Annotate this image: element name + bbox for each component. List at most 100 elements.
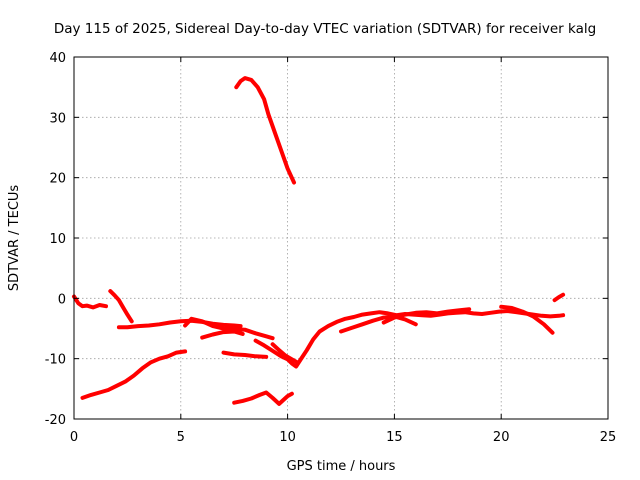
data-point (232, 401, 236, 405)
series-line-arc-5 (183, 316, 275, 341)
data-point (98, 303, 102, 307)
data-point (239, 324, 243, 328)
data-point (326, 324, 330, 328)
data-point (262, 97, 266, 101)
data-point (290, 392, 294, 396)
data-point (106, 388, 110, 392)
data-point (147, 323, 151, 328)
data-point (382, 320, 386, 325)
data-point (557, 314, 561, 318)
data-point (140, 366, 144, 370)
data-point (189, 317, 194, 321)
data-point (542, 322, 546, 326)
data-point (115, 384, 119, 388)
data-point (471, 311, 475, 315)
y-tick-label: -10 (45, 353, 66, 368)
x-tick-label: 15 (386, 430, 403, 445)
y-tick-label: 0 (58, 292, 66, 307)
data-point (168, 320, 172, 325)
data-point (294, 364, 298, 369)
data-point (360, 313, 364, 317)
data-point (521, 310, 525, 314)
data-point (273, 130, 277, 134)
series-layer (72, 76, 566, 406)
data-point (271, 336, 275, 340)
data-point (266, 112, 270, 116)
data-point (157, 322, 161, 326)
data-point (456, 308, 461, 312)
data-point (243, 328, 247, 332)
x-tick-label: 10 (279, 430, 296, 445)
data-point (232, 329, 236, 334)
data-point (243, 353, 247, 357)
data-point (277, 348, 281, 352)
data-point (488, 311, 493, 315)
data-point (241, 332, 245, 336)
data-point (117, 298, 121, 302)
data-point (264, 390, 268, 395)
data-point (360, 322, 364, 326)
data-point (318, 329, 322, 334)
data-point (499, 305, 503, 309)
data-point (292, 180, 296, 185)
data-point (166, 354, 170, 358)
data-point (258, 393, 262, 397)
data-point (123, 380, 127, 384)
data-point (429, 314, 433, 318)
data-point (221, 351, 226, 355)
data-point (89, 393, 93, 397)
x-tick-label: 25 (600, 430, 617, 445)
data-point (371, 319, 375, 323)
data-point (254, 354, 258, 358)
data-point (256, 85, 260, 89)
data-point (157, 357, 161, 361)
data-point (125, 313, 129, 317)
data-point (241, 399, 245, 403)
data-point (179, 319, 183, 323)
data-point (339, 329, 343, 334)
data-point (200, 319, 204, 323)
series-line-arc-12 (339, 314, 418, 334)
data-point (382, 316, 386, 320)
data-point (467, 307, 471, 311)
data-point (271, 396, 275, 400)
data-point (298, 358, 302, 362)
data-point (262, 343, 266, 347)
data-point (249, 78, 253, 82)
y-tick-label: 40 (49, 51, 66, 66)
x-tick-label: 20 (493, 430, 510, 445)
data-point (91, 305, 95, 309)
y-axis-label: SDTVAR / TECUs (7, 185, 22, 292)
y-tick-label: 30 (49, 111, 66, 126)
grid-lines (74, 57, 608, 419)
data-point (254, 331, 258, 335)
y-tick-label: -20 (45, 413, 66, 428)
data-point (80, 304, 85, 308)
data-point (211, 324, 215, 328)
data-point (174, 351, 179, 355)
data-point (76, 301, 80, 305)
data-point (553, 298, 557, 302)
data-point (125, 325, 129, 329)
data-point (506, 309, 510, 313)
data-point (294, 360, 298, 364)
data-point (108, 289, 112, 293)
y-tick-label: 10 (49, 232, 66, 247)
data-point (264, 334, 268, 338)
data-point (232, 352, 236, 356)
data-point (369, 311, 373, 315)
data-point (130, 319, 134, 323)
data-point (221, 323, 226, 327)
data-point (350, 326, 354, 330)
data-point (403, 313, 407, 317)
data-point (343, 317, 347, 321)
data-point (221, 326, 226, 331)
data-point (561, 313, 565, 317)
data-point (239, 79, 243, 83)
data-point (557, 295, 561, 299)
data-point (561, 293, 565, 297)
data-point (497, 310, 501, 314)
axis-ticks: 0 5 10 15 20 25 -20 -10 0 10 20 30 40 (45, 51, 617, 445)
